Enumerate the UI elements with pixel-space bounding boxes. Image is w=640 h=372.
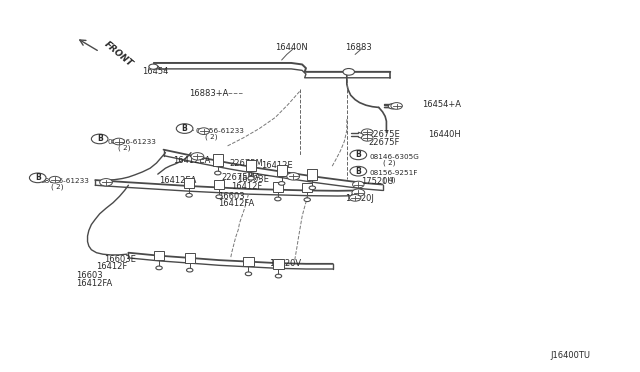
Text: 17520V: 17520V xyxy=(269,259,301,268)
Circle shape xyxy=(362,129,373,136)
Text: 08156-61233: 08156-61233 xyxy=(41,178,90,184)
Circle shape xyxy=(362,135,373,141)
Text: 08156-61233: 08156-61233 xyxy=(108,138,157,145)
Circle shape xyxy=(353,181,364,188)
Circle shape xyxy=(100,179,113,186)
Text: 16440N: 16440N xyxy=(275,42,308,51)
Circle shape xyxy=(92,134,108,144)
Circle shape xyxy=(113,138,125,145)
Circle shape xyxy=(275,197,281,201)
Bar xyxy=(273,182,283,192)
Bar xyxy=(302,183,312,192)
Circle shape xyxy=(245,272,252,276)
Circle shape xyxy=(198,128,209,135)
Text: 08146-6305G: 08146-6305G xyxy=(370,154,420,160)
Text: 22675E: 22675E xyxy=(368,130,399,140)
Text: 16883+A: 16883+A xyxy=(189,89,228,98)
Text: 16603: 16603 xyxy=(218,192,244,201)
Circle shape xyxy=(29,173,46,183)
Bar xyxy=(184,253,195,263)
Text: B: B xyxy=(97,134,102,144)
Bar xyxy=(276,165,287,176)
Text: 16440H: 16440H xyxy=(429,130,461,140)
Circle shape xyxy=(352,189,365,196)
Circle shape xyxy=(156,266,163,270)
Circle shape xyxy=(309,186,316,190)
Bar xyxy=(246,160,256,171)
Bar xyxy=(273,259,284,269)
Text: 16603E: 16603E xyxy=(237,175,269,184)
Text: B: B xyxy=(355,150,361,159)
Circle shape xyxy=(248,176,254,180)
Text: 22675M: 22675M xyxy=(229,159,263,168)
Text: 16412E: 16412E xyxy=(261,161,293,170)
Bar xyxy=(184,178,194,188)
Circle shape xyxy=(216,195,222,199)
Circle shape xyxy=(343,68,355,75)
Text: 16412EA: 16412EA xyxy=(173,155,211,164)
Text: B: B xyxy=(355,167,361,176)
Text: 17520U: 17520U xyxy=(362,177,394,186)
Text: 22675MA: 22675MA xyxy=(221,173,260,182)
Bar xyxy=(212,154,223,166)
Circle shape xyxy=(214,171,221,175)
Text: 16412F: 16412F xyxy=(230,182,262,191)
Text: 08156-9251F: 08156-9251F xyxy=(370,170,418,176)
Text: 16454: 16454 xyxy=(143,67,169,76)
Text: 22675F: 22675F xyxy=(368,138,399,147)
Text: 16603: 16603 xyxy=(76,271,102,280)
Bar xyxy=(154,251,164,260)
Circle shape xyxy=(49,176,61,183)
Text: 16412FA: 16412FA xyxy=(218,199,254,208)
Circle shape xyxy=(349,195,361,201)
Text: ( 2): ( 2) xyxy=(118,144,130,151)
Text: 17520J: 17520J xyxy=(346,195,374,203)
Text: 16412FA: 16412FA xyxy=(76,279,112,288)
Circle shape xyxy=(275,274,282,278)
Circle shape xyxy=(186,193,192,197)
Text: 16412F: 16412F xyxy=(97,262,128,271)
Circle shape xyxy=(278,182,285,185)
Circle shape xyxy=(186,268,193,272)
Bar xyxy=(307,169,317,180)
Text: B: B xyxy=(182,124,188,133)
Circle shape xyxy=(304,198,310,202)
Text: ( 2): ( 2) xyxy=(205,134,218,140)
Text: ( 4): ( 4) xyxy=(383,176,395,183)
Text: 16603E: 16603E xyxy=(104,255,136,264)
Bar xyxy=(214,180,224,189)
Text: ( 2): ( 2) xyxy=(383,160,395,166)
Circle shape xyxy=(149,64,158,69)
Text: 16883: 16883 xyxy=(346,42,372,51)
Text: FRONT: FRONT xyxy=(103,39,135,68)
Bar xyxy=(243,257,253,266)
Circle shape xyxy=(176,124,193,134)
Text: 16412EA: 16412EA xyxy=(159,176,196,185)
Circle shape xyxy=(191,153,204,160)
Text: 16454+A: 16454+A xyxy=(422,100,461,109)
Text: 08156-61233: 08156-61233 xyxy=(195,128,244,134)
Circle shape xyxy=(287,173,300,180)
Text: ( 2): ( 2) xyxy=(51,183,63,190)
Text: B: B xyxy=(35,173,40,182)
Circle shape xyxy=(391,103,403,109)
Circle shape xyxy=(388,104,397,109)
Circle shape xyxy=(350,166,367,176)
Circle shape xyxy=(350,150,367,160)
Text: J16400TU: J16400TU xyxy=(550,351,590,360)
